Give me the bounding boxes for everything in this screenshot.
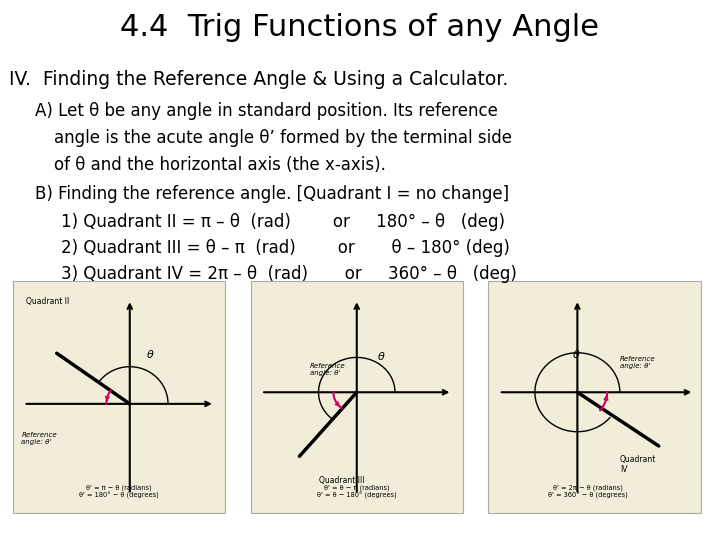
FancyBboxPatch shape — [488, 281, 701, 513]
Text: 4.4  Trig Functions of any Angle: 4.4 Trig Functions of any Angle — [120, 14, 600, 43]
Text: Quadrant III: Quadrant III — [318, 476, 364, 485]
Text: IV.  Finding the Reference Angle & Using a Calculator.: IV. Finding the Reference Angle & Using … — [9, 70, 508, 89]
Text: θ: θ — [573, 350, 580, 360]
Text: 1) Quadrant II = π – θ  (rad)        or     180° – θ   (deg): 1) Quadrant II = π – θ (rad) or 180° – θ… — [61, 213, 505, 231]
Text: A) Let θ be any angle in standard position. Its reference: A) Let θ be any angle in standard positi… — [35, 102, 498, 119]
Text: θ' = θ − π (radians)
θ' = θ − 180° (degrees): θ' = θ − π (radians) θ' = θ − 180° (degr… — [317, 484, 397, 499]
Text: θ: θ — [147, 350, 153, 360]
Text: Quadrant
IV: Quadrant IV — [620, 455, 656, 474]
Text: Reference
angle: θ': Reference angle: θ' — [310, 363, 346, 376]
Text: θ' = 2π − θ (radians)
θ' = 360° − θ (degrees): θ' = 2π − θ (radians) θ' = 360° − θ (deg… — [548, 484, 628, 499]
Text: 2) Quadrant III = θ – π  (rad)        or       θ – 180° (deg): 2) Quadrant III = θ – π (rad) or θ – 180… — [61, 239, 510, 256]
Text: θ: θ — [378, 352, 384, 362]
Text: Reference
angle: θ': Reference angle: θ' — [22, 432, 57, 445]
Text: Quadrant II: Quadrant II — [26, 297, 69, 306]
Text: 3) Quadrant IV = 2π – θ  (rad)       or     360° – θ   (deg): 3) Quadrant IV = 2π – θ (rad) or 360° – … — [61, 265, 517, 282]
Text: Reference
angle: θ': Reference angle: θ' — [620, 356, 655, 369]
Text: B) Finding the reference angle. [Quadrant I = no change]: B) Finding the reference angle. [Quadran… — [35, 185, 509, 202]
Text: θ' = π − θ (radians)
θ' = 180° − θ (degrees): θ' = π − θ (radians) θ' = 180° − θ (degr… — [79, 484, 159, 499]
FancyBboxPatch shape — [13, 281, 225, 513]
Text: of θ and the horizontal axis (the x-axis).: of θ and the horizontal axis (the x-axis… — [54, 156, 386, 173]
Text: angle is the acute angle θ’ formed by the terminal side: angle is the acute angle θ’ formed by th… — [54, 129, 512, 146]
FancyBboxPatch shape — [251, 281, 463, 513]
